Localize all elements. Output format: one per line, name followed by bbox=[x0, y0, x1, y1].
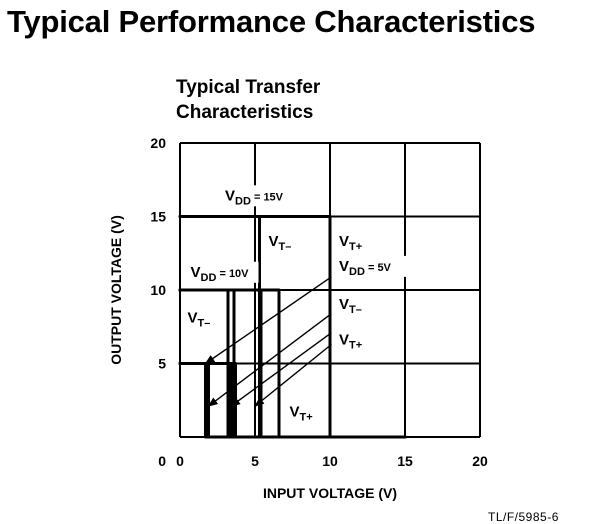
annotation-background bbox=[185, 307, 220, 329]
annotation-background bbox=[266, 230, 301, 252]
x-tick-label: 20 bbox=[472, 453, 488, 469]
curve-annotation-2: VT+ bbox=[339, 233, 362, 253]
curve-annotations: VDD = 15V VT– VT+ VDD = 10V VDD = 5V VT– VT– VT… bbox=[185, 185, 407, 423]
annotation-arrow-1 bbox=[207, 312, 332, 407]
curve-annotation-4: VDD = 5V bbox=[339, 258, 392, 278]
y-tick-label: 0 bbox=[158, 453, 166, 469]
x-tick-label: 0 bbox=[176, 453, 184, 469]
tick-labels: 0 5 10 15 20 0 5 10 15 20 bbox=[150, 135, 488, 469]
y-tick-label: 10 bbox=[150, 282, 166, 298]
transfer-curve-7 bbox=[178, 362, 407, 439]
chart-title-line-2: Characteristics bbox=[176, 102, 314, 123]
figure-code: TL/F/5985-6 bbox=[488, 510, 559, 524]
page-title: Typical Performance Characteristics bbox=[7, 4, 536, 39]
annotation-background bbox=[223, 185, 293, 207]
x-tick-label: 10 bbox=[322, 453, 338, 469]
annotation-arrow-3 bbox=[254, 343, 332, 407]
annotation-arrow-0 bbox=[204, 276, 332, 365]
annotation-background bbox=[337, 230, 371, 252]
curve-annotation-7: VT+ bbox=[339, 331, 362, 351]
transfer-curve-8 bbox=[178, 362, 407, 439]
curve-annotation-0: VDD = 15V bbox=[225, 187, 284, 207]
curve-annotation-1: VT– bbox=[269, 233, 292, 253]
transfer-curve-9 bbox=[178, 362, 407, 439]
x-tick-label: 15 bbox=[397, 453, 413, 469]
x-axis-label: INPUT VOLTAGE (V) bbox=[263, 485, 397, 501]
annotation-background bbox=[337, 294, 371, 316]
transfer-curve-6 bbox=[178, 362, 407, 439]
curve-annotation-5: VT– bbox=[339, 296, 362, 316]
y-axis-label: OUTPUT VOLTAGE (V) bbox=[108, 215, 124, 365]
chart-title-line-1: Typical Transfer bbox=[176, 77, 321, 98]
annotation-background bbox=[287, 401, 322, 423]
curve-annotation-6: VT– bbox=[188, 309, 211, 329]
x-tick-label: 5 bbox=[251, 453, 259, 469]
annotation-arrows bbox=[204, 276, 332, 407]
y-tick-label: 20 bbox=[150, 135, 166, 151]
curve-annotation-8: VT+ bbox=[290, 403, 313, 423]
annotation-background bbox=[337, 255, 407, 277]
y-tick-label: 5 bbox=[158, 356, 166, 372]
curve-annotation-3: VDD = 10V bbox=[191, 264, 250, 284]
annotation-background bbox=[188, 261, 259, 283]
annotation-background bbox=[337, 329, 371, 351]
y-tick-label: 15 bbox=[150, 209, 166, 225]
annotation-arrow-2 bbox=[230, 332, 332, 407]
